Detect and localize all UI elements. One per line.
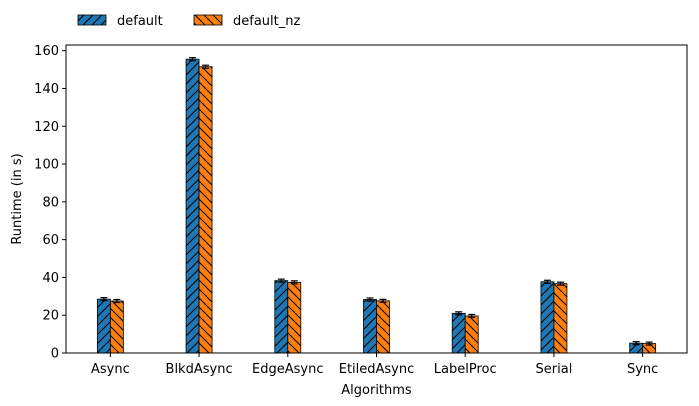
y-tick-label: 80 (42, 195, 59, 210)
legend: default default_nz (77, 14, 300, 29)
y-axis-label: Runtime (in s) (10, 153, 25, 244)
bar-hatch-default_nz-Serial (553, 283, 568, 354)
x-tick-label: EtiledAsync (339, 362, 415, 377)
axes: 0 20 40 60 80 100 120 140 160 Async BlkdAsync EdgeA… (34, 44, 688, 377)
y-tick-label: 100 (34, 158, 59, 173)
bar-hatch-default_nz-EtiledAsync (376, 300, 390, 354)
bar-hatch-default_nz-Async (109, 300, 124, 354)
legend-label-default_nz: default_nz (233, 14, 300, 29)
x-tick-label: Serial (536, 362, 573, 377)
x-tick-label: BlkdAsync (166, 362, 233, 377)
y-tick-label: 60 (42, 233, 59, 248)
y-tick-label: 160 (34, 44, 59, 59)
legend-label-default: default (117, 14, 163, 29)
legend-swatch-hatch-default_nz (193, 14, 223, 26)
x-tick-label: EdgeAsync (252, 362, 323, 377)
y-tick-label: 40 (42, 271, 59, 286)
bar-hatch-default_nz-LabelProc (464, 315, 479, 354)
x-tick-label: LabelProc (434, 362, 497, 377)
bar-hatch-default_nz-BlkdAsync (198, 66, 213, 354)
x-axis-label: Algorithms (341, 383, 412, 398)
legend-swatch-hatch-default (77, 14, 107, 26)
bar-hatch-default_nz-EdgeAsync (287, 281, 302, 354)
y-tick-label: 20 (42, 309, 59, 324)
bar-hatch-default-Serial (540, 281, 555, 354)
x-tick-label: Async (91, 362, 130, 377)
bar-hatch-default-BlkdAsync (185, 58, 200, 354)
bar-hatch-default-Async (96, 298, 111, 354)
bars-group (96, 57, 657, 354)
y-tick-label: 0 (51, 347, 59, 362)
y-tick-label: 120 (34, 120, 59, 135)
y-tick-label: 140 (34, 82, 59, 97)
bar-hatch-default-EtiledAsync (363, 299, 377, 354)
x-tick-label: Sync (627, 362, 658, 377)
bar-hatch-default-LabelProc (451, 312, 466, 354)
bar-hatch-default-EdgeAsync (274, 280, 289, 354)
